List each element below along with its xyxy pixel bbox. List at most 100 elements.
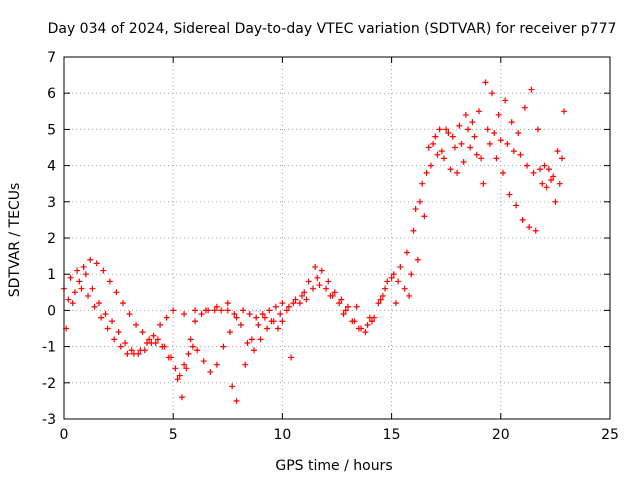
data-point [224, 307, 231, 314]
data-point [534, 126, 541, 133]
data-point [491, 130, 498, 137]
data-point [95, 300, 102, 307]
data-point [454, 169, 461, 176]
y-tick-label: 4 [47, 159, 56, 175]
x-tick-label: 0 [60, 427, 69, 443]
data-point [419, 180, 426, 187]
data-point [174, 376, 181, 383]
y-axis-label: SDTVAR / TECUs [7, 183, 23, 298]
data-point [163, 314, 170, 321]
data-point [283, 307, 290, 314]
data-point [508, 119, 515, 126]
data-point [117, 343, 124, 350]
data-point [384, 278, 391, 285]
data-point [168, 354, 175, 361]
y-tick-label: 1 [47, 267, 56, 283]
data-point [423, 169, 430, 176]
data-point [266, 307, 273, 314]
data-point [513, 202, 520, 209]
data-point [318, 267, 325, 274]
y-tick-label: 2 [47, 231, 56, 247]
x-tick-label: 5 [169, 427, 178, 443]
data-point [362, 329, 369, 336]
data-point [530, 169, 537, 176]
data-point [143, 339, 150, 346]
data-point [292, 296, 299, 303]
data-point [137, 347, 144, 354]
data-point [521, 104, 528, 111]
data-point [91, 303, 98, 310]
data-point [486, 140, 493, 147]
data-point [299, 292, 306, 299]
data-point [377, 296, 384, 303]
data-point [338, 296, 345, 303]
data-point [192, 318, 199, 325]
x-axis-label: GPS time / hours [275, 458, 392, 474]
data-point [251, 347, 258, 354]
y-tick-label: -3 [42, 412, 56, 428]
data-point [480, 180, 487, 187]
x-tick-label: 25 [601, 427, 619, 443]
data-point [465, 126, 472, 133]
data-point [382, 285, 389, 292]
data-point [237, 321, 244, 328]
data-point [146, 336, 153, 343]
data-point [510, 148, 517, 155]
data-point [309, 285, 316, 292]
data-point [130, 350, 137, 357]
data-point [325, 278, 332, 285]
data-point [314, 274, 321, 281]
data-point [172, 365, 179, 372]
data-point [528, 86, 535, 93]
data-point [248, 336, 255, 343]
data-point [502, 97, 509, 104]
data-point [275, 325, 282, 332]
data-point [541, 162, 548, 169]
data-point [401, 285, 408, 292]
data-point [434, 151, 441, 158]
grid-lines [64, 57, 610, 419]
data-point [259, 311, 266, 318]
data-point [388, 274, 395, 281]
data-point [406, 292, 413, 299]
data-point [403, 249, 410, 256]
data-point [109, 318, 116, 325]
data-point [482, 79, 489, 86]
data-point [257, 336, 264, 343]
data-point [119, 300, 126, 307]
data-point [552, 198, 559, 205]
data-point [213, 303, 220, 310]
data-point [301, 289, 308, 296]
data-point [395, 278, 402, 285]
data-point [493, 155, 500, 162]
axis-ticks: 0 5 10 15 20 25 -3 -2 -1 0 1 2 3 4 5 6 7 [42, 50, 619, 443]
data-point [379, 292, 386, 299]
data-point [499, 169, 506, 176]
data-point [170, 307, 177, 314]
x-tick-label: 10 [273, 427, 291, 443]
data-point [122, 339, 129, 346]
data-point [305, 278, 312, 285]
data-point [80, 263, 87, 270]
data-point [436, 126, 443, 133]
data-point [312, 263, 319, 270]
data-point [537, 166, 544, 173]
data-point [545, 166, 552, 173]
data-point [366, 314, 373, 321]
data-point [181, 361, 188, 368]
data-point [100, 267, 107, 274]
chart-title: Day 034 of 2024, Sidereal Day-to-day VTE… [48, 21, 617, 37]
data-point [104, 325, 111, 332]
data-point [67, 274, 74, 281]
data-point [375, 300, 382, 307]
data-point [157, 321, 164, 328]
data-point [272, 303, 279, 310]
data-point [355, 325, 362, 332]
data-point [561, 108, 568, 115]
data-point [323, 285, 330, 292]
data-point [65, 296, 72, 303]
data-point [82, 271, 89, 278]
data-point [185, 350, 192, 357]
data-point [489, 90, 496, 97]
